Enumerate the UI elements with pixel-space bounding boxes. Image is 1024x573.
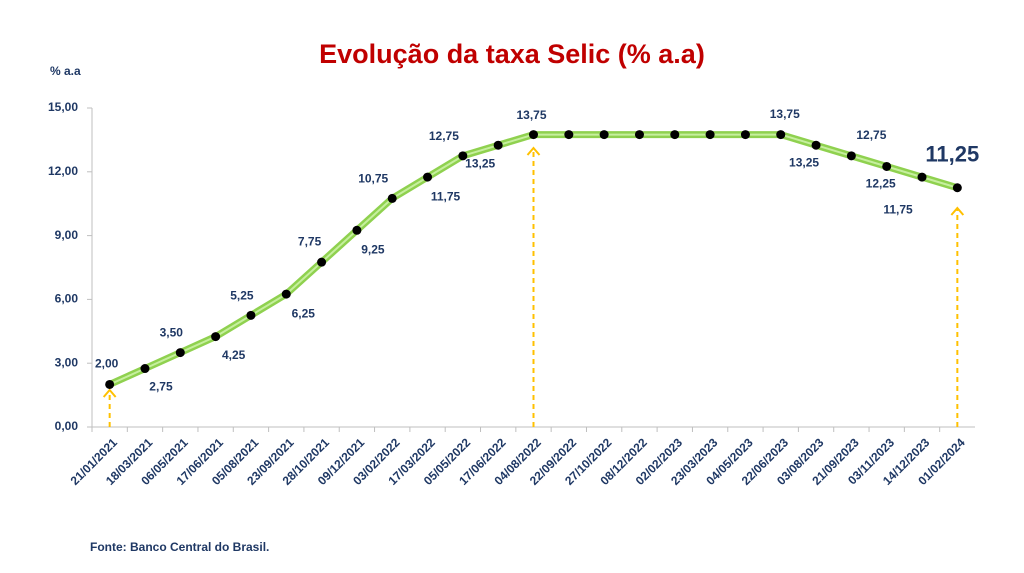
y-tick-label: 12,00 bbox=[48, 164, 78, 178]
point bbox=[423, 172, 433, 182]
data-label: 13,25 bbox=[789, 155, 819, 169]
data-label: 7,75 bbox=[298, 234, 322, 248]
data-label: 11,75 bbox=[883, 202, 913, 216]
arrow-head bbox=[950, 206, 965, 216]
y-tick-label: 3,00 bbox=[55, 355, 79, 369]
arrow-head bbox=[102, 388, 117, 398]
point bbox=[952, 183, 962, 193]
chart-title: Evolução da taxa Selic (% a.a) bbox=[319, 39, 705, 69]
data-label: 3,50 bbox=[160, 326, 184, 340]
point bbox=[705, 130, 715, 140]
point bbox=[882, 161, 892, 171]
point bbox=[493, 140, 503, 150]
data-label: 13,25 bbox=[465, 156, 495, 170]
y-tick-label: 0,00 bbox=[55, 419, 79, 433]
data-label: 5,25 bbox=[230, 289, 254, 303]
point bbox=[776, 130, 786, 140]
point bbox=[740, 130, 750, 140]
y-axis-label: % a.a bbox=[50, 64, 81, 78]
data-label: 11,25 bbox=[925, 142, 979, 167]
source-note: Fonte: Banco Central do Brasil. bbox=[90, 540, 269, 554]
y-tick-label: 9,00 bbox=[55, 228, 79, 242]
point bbox=[529, 130, 538, 140]
point bbox=[175, 348, 185, 358]
data-label: 10,75 bbox=[358, 172, 388, 186]
point bbox=[211, 332, 221, 342]
data-label: 12,75 bbox=[429, 129, 459, 143]
y-tick-label: 6,00 bbox=[55, 292, 79, 306]
data-label: 6,25 bbox=[292, 306, 316, 320]
data-label: 12,25 bbox=[866, 177, 896, 191]
point bbox=[634, 130, 644, 140]
data-label: 2,00 bbox=[95, 357, 119, 371]
point bbox=[564, 130, 574, 140]
point bbox=[387, 193, 397, 203]
point bbox=[458, 151, 468, 161]
y-tick-label: 15,00 bbox=[48, 100, 78, 114]
point bbox=[352, 225, 362, 235]
point bbox=[317, 257, 327, 267]
data-label: 13,75 bbox=[516, 108, 546, 122]
point bbox=[670, 130, 680, 140]
data-label: 9,25 bbox=[361, 242, 385, 256]
point bbox=[811, 140, 821, 150]
point bbox=[246, 310, 256, 320]
data-label: 12,75 bbox=[856, 128, 886, 142]
point bbox=[917, 172, 927, 182]
data-label: 13,75 bbox=[770, 107, 800, 121]
point bbox=[599, 130, 609, 140]
point bbox=[105, 379, 115, 389]
data-label: 2,75 bbox=[149, 380, 173, 394]
point bbox=[281, 289, 291, 299]
data-label: 4,25 bbox=[222, 348, 246, 362]
arrow-head bbox=[526, 146, 541, 156]
point bbox=[846, 151, 856, 161]
point bbox=[140, 364, 150, 374]
data-label: 11,75 bbox=[431, 189, 461, 203]
